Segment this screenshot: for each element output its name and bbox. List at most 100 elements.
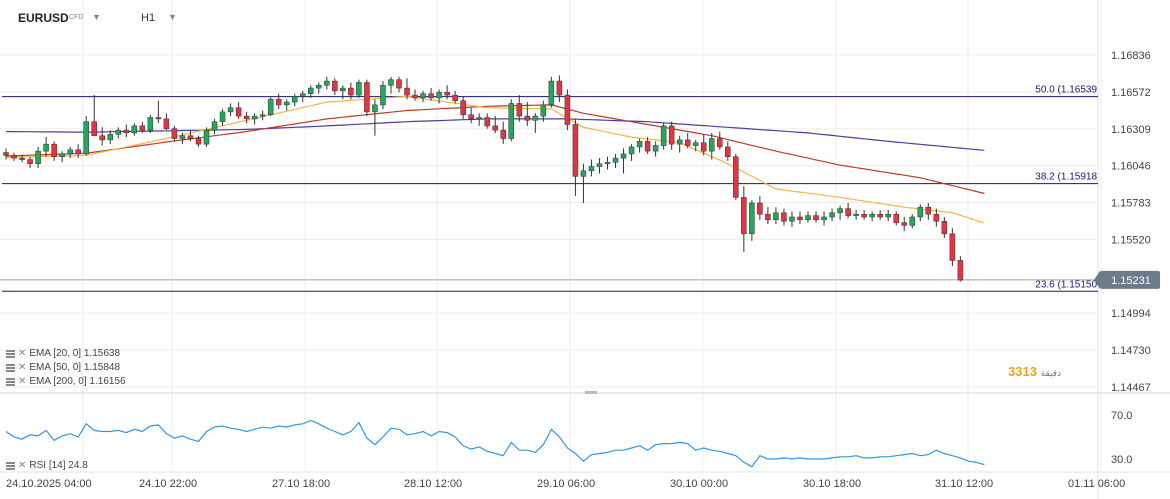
- candle: [187, 130, 194, 142]
- candle-body: [949, 233, 956, 261]
- fib-level-label: 50.0 (1.16539: [1035, 85, 1097, 96]
- candle-body: [628, 146, 635, 155]
- candle: [652, 141, 659, 157]
- candle: [11, 152, 17, 161]
- candle-body: [91, 121, 97, 136]
- candle-body: [837, 208, 843, 214]
- ema200-legend[interactable]: ✕ EMA [200, 0] 1.16156: [6, 376, 126, 387]
- candle: [596, 158, 603, 174]
- fib-level-label: 23.6 (1.15150: [1035, 279, 1097, 290]
- candle-body: [420, 93, 426, 99]
- candle: [644, 137, 651, 154]
- close-icon[interactable]: ✕: [18, 348, 27, 359]
- close-icon[interactable]: ✕: [18, 362, 27, 373]
- candle-body: [147, 117, 154, 131]
- ema20-legend[interactable]: ✕ EMA [20, 0] 1.15638: [6, 348, 120, 359]
- candle-body: [468, 114, 474, 120]
- candle: [420, 90, 426, 103]
- candle: [933, 208, 940, 227]
- candle: [781, 208, 787, 226]
- candle: [308, 85, 314, 98]
- countdown-value-b: 13: [1022, 364, 1037, 379]
- candle: [548, 76, 555, 108]
- symbol-label[interactable]: EURUSD: [18, 11, 69, 25]
- price-tick-label: 1.16309: [1111, 124, 1151, 136]
- rsi-tick-label: 30.0: [1111, 454, 1132, 466]
- candle: [380, 81, 386, 110]
- price-axis: 1.16836 1.16572 1.16309 1.16046 1.15783 1.155…: [1111, 50, 1151, 394]
- candle-body: [644, 141, 651, 152]
- candle-body: [917, 206, 924, 218]
- candle: [299, 90, 306, 103]
- candle: [412, 89, 418, 101]
- candle: [35, 146, 41, 168]
- candle-body: [781, 212, 787, 222]
- candle: [332, 78, 338, 96]
- candle: [324, 76, 330, 90]
- candle: [508, 99, 515, 142]
- candle-body: [508, 103, 515, 139]
- candle: [43, 137, 49, 157]
- time-tick-label: 24.10.2025 04:00: [6, 478, 92, 490]
- candle-body: [27, 159, 33, 165]
- candle-body: [299, 93, 306, 97]
- candle: [139, 121, 146, 133]
- candle: [564, 89, 571, 131]
- candle-body: [500, 129, 506, 139]
- drag-handle-icon[interactable]: [6, 363, 15, 372]
- ema20-line: [5, 95, 985, 224]
- candle: [837, 205, 843, 220]
- candle: [436, 89, 442, 104]
- candle-body: [869, 213, 875, 218]
- drag-handle-icon[interactable]: [6, 461, 15, 470]
- instrument-type-label: CFD: [69, 14, 84, 21]
- chart-grid: [0, 0, 1102, 499]
- drag-handle-icon[interactable]: [6, 349, 15, 358]
- candle: [700, 134, 707, 156]
- candle: [99, 127, 105, 146]
- timeframe-dropdown-icon[interactable]: ▼: [168, 12, 177, 22]
- candle-body: [572, 124, 579, 177]
- candle-body: [813, 215, 819, 221]
- candle-body: [35, 150, 41, 165]
- rsi-panel: 70.0 30.0: [0, 391, 1170, 468]
- candle-body: [115, 129, 122, 135]
- candle: [572, 118, 579, 196]
- candle-body: [709, 138, 715, 152]
- ema50-legend-label: EMA [50, 0] 1.15848: [29, 362, 121, 373]
- candle-body: [885, 213, 891, 218]
- time-tick-label: 31.10 12:00: [935, 478, 993, 490]
- timeframe-selector[interactable]: H1: [141, 12, 156, 24]
- candle: [821, 211, 827, 226]
- candle: [348, 82, 354, 100]
- candle-body: [548, 80, 555, 106]
- time-tick-label: 30.10 00:00: [670, 478, 728, 490]
- candle: [75, 144, 81, 159]
- candle-body: [636, 141, 643, 148]
- rsi-legend[interactable]: ✕ RSI [14] 24.8: [6, 460, 88, 471]
- candle-body: [444, 92, 450, 96]
- candle-body: [283, 101, 290, 106]
- candle-body: [259, 114, 266, 117]
- candle-body: [412, 94, 418, 99]
- close-icon[interactable]: ✕: [18, 376, 27, 387]
- drag-handle-icon[interactable]: [6, 377, 15, 386]
- candle: [941, 217, 948, 239]
- last-price-badge: [1100, 270, 1160, 289]
- candle-body: [700, 142, 707, 152]
- candle: [388, 76, 394, 94]
- symbol-dropdown-icon[interactable]: ▼: [92, 12, 101, 22]
- countdown-unit: دقيقة: [1040, 368, 1061, 378]
- candle-body: [580, 170, 587, 177]
- candle: [283, 99, 290, 111]
- close-icon[interactable]: ✕: [18, 460, 27, 471]
- candle-body: [676, 139, 683, 145]
- ema50-legend[interactable]: ✕ EMA [50, 0] 1.15848: [6, 362, 120, 373]
- candle-body: [877, 213, 883, 218]
- candle-body: [452, 94, 458, 101]
- candle: [909, 214, 916, 229]
- candle: [524, 102, 531, 126]
- candle: [500, 121, 506, 145]
- candlestick-series: [3, 75, 964, 282]
